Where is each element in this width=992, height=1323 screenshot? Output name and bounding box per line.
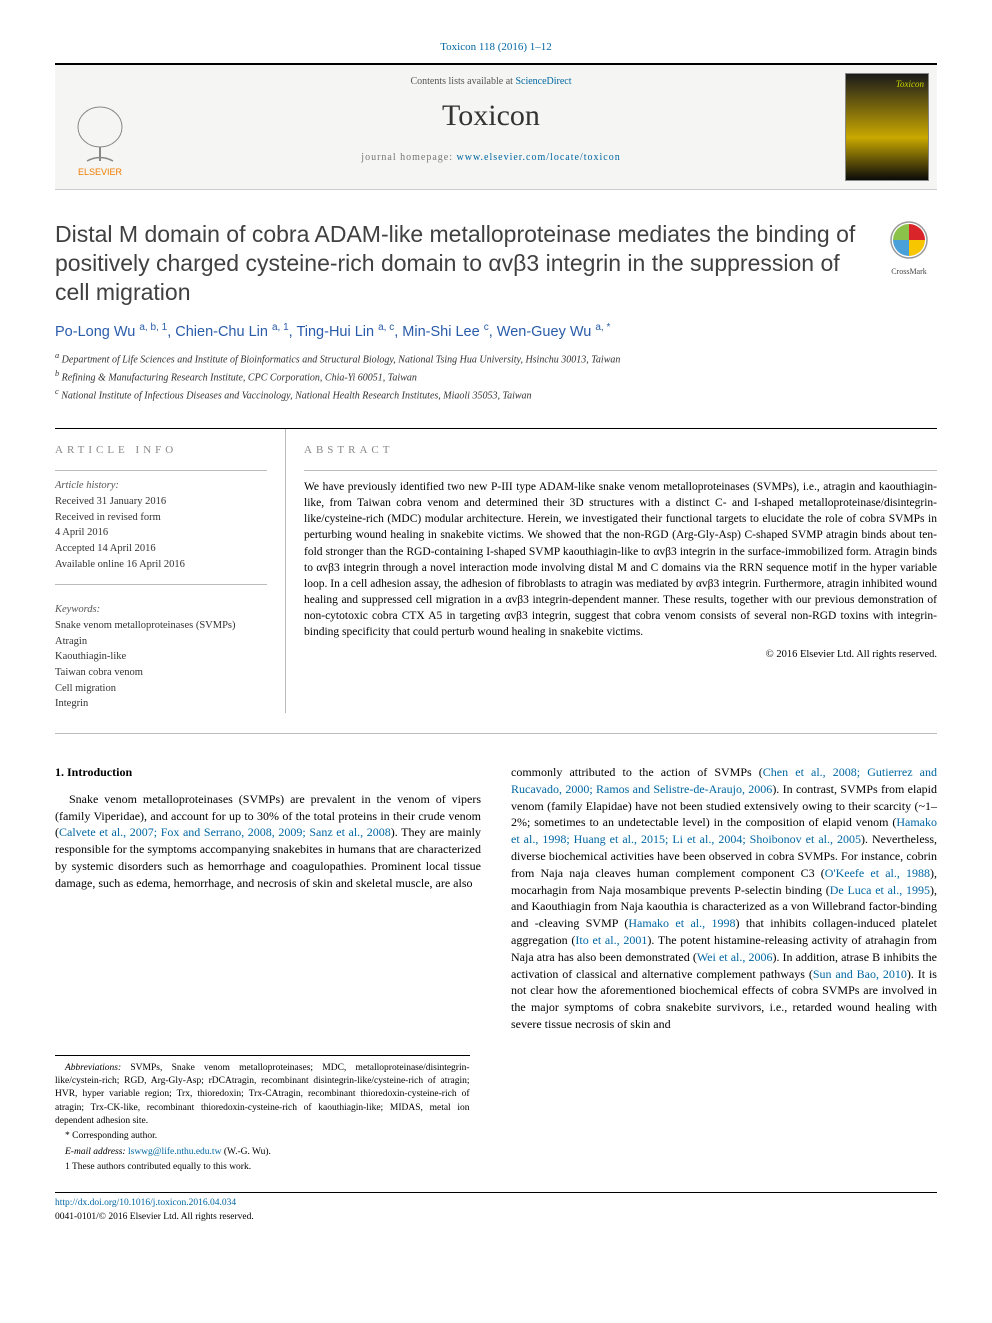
email-suffix: (W.-G. Wu). bbox=[221, 1147, 271, 1157]
cover-label: Toxicon bbox=[896, 78, 924, 91]
keyword-line: Taiwan cobra venom bbox=[55, 666, 267, 681]
keywords-label: Keywords: bbox=[55, 603, 267, 618]
history-line: 4 April 2016 bbox=[55, 526, 267, 541]
email-label: E-mail address: bbox=[65, 1147, 128, 1157]
abstract-text: We have previously identified two new P-… bbox=[304, 479, 937, 640]
elsevier-logo: ELSEVIER bbox=[55, 65, 145, 189]
ref-link[interactable]: O'Keefe et al., 1988 bbox=[825, 866, 930, 880]
ref-link[interactable]: De Luca et al., 1995 bbox=[830, 883, 930, 897]
journal-header: ELSEVIER Contents lists available at Sci… bbox=[55, 65, 937, 190]
history-line: Available online 16 April 2016 bbox=[55, 558, 267, 573]
keyword-line: Atragin bbox=[55, 635, 267, 650]
author-list: Po-Long Wu a, b, 1, Chien-Chu Lin a, 1, … bbox=[55, 321, 937, 342]
svg-text:ELSEVIER: ELSEVIER bbox=[78, 167, 123, 177]
journal-title: Toxicon bbox=[145, 95, 837, 137]
history-label: Article history: bbox=[55, 479, 267, 494]
sciencedirect-link[interactable]: ScienceDirect bbox=[515, 76, 571, 87]
history-line: Received in revised form bbox=[55, 511, 267, 526]
body-col-right: commonly attributed to the action of SVM… bbox=[511, 764, 937, 1033]
intro-heading: 1. Introduction bbox=[55, 764, 481, 781]
email-link[interactable]: lswwg@life.nthu.edu.tw bbox=[128, 1147, 221, 1157]
footnotes: Abbreviations: SVMPs, Snake venom metall… bbox=[55, 1055, 470, 1174]
abbrev-label: Abbreviations: bbox=[65, 1063, 121, 1073]
body-columns: 1. Introduction Snake venom metalloprote… bbox=[55, 764, 937, 1033]
abstract-bottom-rule bbox=[55, 733, 937, 734]
keyword-line: Snake venom metalloproteinases (SVMPs) bbox=[55, 619, 267, 634]
crossmark-icon bbox=[889, 220, 929, 260]
ref-link[interactable]: Ito et al., 2001 bbox=[575, 933, 647, 947]
affiliation-line: b Refining & Manufacturing Research Inst… bbox=[55, 368, 937, 385]
keyword-line: Cell migration bbox=[55, 682, 267, 697]
homepage-link[interactable]: www.elsevier.com/locate/toxicon bbox=[457, 152, 621, 163]
crossmark-label: CrossMark bbox=[881, 266, 937, 277]
elsevier-tree-icon: ELSEVIER bbox=[65, 99, 135, 179]
journal-cover: Toxicon bbox=[837, 65, 937, 189]
ref-link[interactable]: Calvete et al., 2007; Fox and Serrano, 2… bbox=[59, 825, 391, 839]
affiliation-line: a Department of Life Sciences and Instit… bbox=[55, 350, 937, 367]
affiliations: a Department of Life Sciences and Instit… bbox=[55, 350, 937, 404]
keyword-line: Kaouthiagin-like bbox=[55, 650, 267, 665]
doi-block: http://dx.doi.org/10.1016/j.toxicon.2016… bbox=[55, 1192, 937, 1224]
ref-link[interactable]: Sun and Bao, 2010 bbox=[813, 967, 907, 981]
intro-text: commonly attributed to the action of SVM… bbox=[511, 765, 763, 779]
article-info-heading: ARTICLE INFO bbox=[55, 443, 267, 458]
keyword-line: Integrin bbox=[55, 697, 267, 712]
doi-link[interactable]: http://dx.doi.org/10.1016/j.toxicon.2016… bbox=[55, 1198, 236, 1208]
affiliation-line: c National Institute of Infectious Disea… bbox=[55, 386, 937, 403]
ref-link[interactable]: Hamako et al., 1998 bbox=[628, 916, 735, 930]
abstract-heading: ABSTRACT bbox=[304, 443, 937, 458]
citation: Toxicon 118 (2016) 1–12 bbox=[55, 40, 937, 55]
article-info: ARTICLE INFO Article history: Received 3… bbox=[55, 429, 285, 713]
issn-copyright: 0041-0101/© 2016 Elsevier Ltd. All right… bbox=[55, 1212, 254, 1222]
crossmark-badge[interactable]: CrossMark bbox=[881, 220, 937, 306]
ref-link[interactable]: Wei et al., 2006 bbox=[697, 950, 773, 964]
history-line: Accepted 14 April 2016 bbox=[55, 542, 267, 557]
corresponding-author: * Corresponding author. bbox=[55, 1130, 470, 1143]
journal-homepage: journal homepage: www.elsevier.com/locat… bbox=[145, 151, 837, 165]
contents-available: Contents lists available at ScienceDirec… bbox=[145, 75, 837, 89]
article-title: Distal M domain of cobra ADAM-like metal… bbox=[55, 220, 869, 306]
equal-contribution: 1 These authors contributed equally to t… bbox=[55, 1161, 470, 1174]
abstract-copyright: © 2016 Elsevier Ltd. All rights reserved… bbox=[304, 648, 937, 663]
history-line: Received 31 January 2016 bbox=[55, 495, 267, 510]
body-col-left: 1. Introduction Snake venom metalloprote… bbox=[55, 764, 481, 1033]
abstract: ABSTRACT We have previously identified t… bbox=[285, 429, 937, 713]
